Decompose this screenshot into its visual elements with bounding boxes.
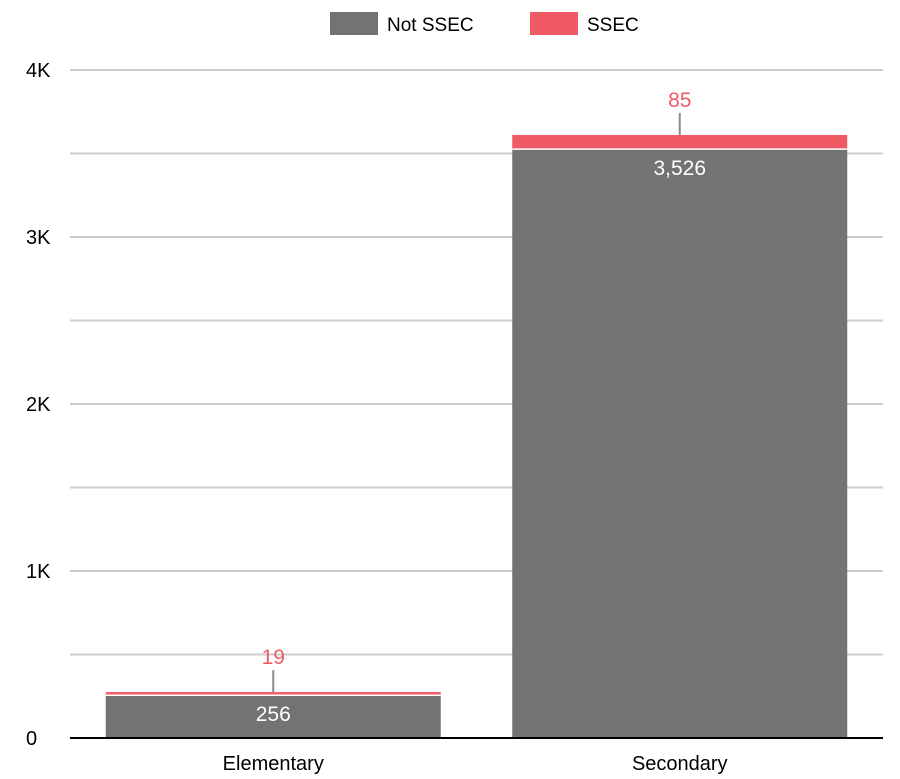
- data-label-not-ssec: 256: [256, 703, 291, 726]
- bar-not-ssec: [512, 149, 848, 738]
- legend-swatch: [530, 12, 578, 35]
- legend: Not SSEC SSEC: [330, 12, 639, 36]
- y-tick-label: 4K: [26, 60, 51, 82]
- data-label-not-ssec: 3,526: [653, 157, 706, 180]
- y-axis-ticks: 0 1K 2K 3K 4K: [26, 60, 51, 750]
- legend-label: SSEC: [587, 15, 639, 36]
- y-tick-label: 1K: [26, 561, 51, 583]
- bar-ssec: [512, 134, 848, 150]
- legend-label: Not SSEC: [387, 15, 474, 36]
- x-tick-label: Elementary: [223, 753, 324, 775]
- legend-swatch: [330, 12, 378, 35]
- y-tick-label: 3K: [26, 227, 51, 249]
- x-axis-ticks: Elementary Secondary: [223, 753, 728, 775]
- y-tick-label: 0: [26, 728, 37, 750]
- bar-ssec: [105, 692, 441, 696]
- x-tick-label: Secondary: [632, 753, 728, 775]
- gridlines: [70, 69, 883, 656]
- data-label-ssec: 85: [668, 89, 691, 112]
- data-label-ssec: 19: [262, 646, 285, 669]
- bar-not-ssec: [105, 695, 441, 738]
- data-labels: 256 19 3,526 85: [256, 89, 706, 726]
- y-tick-label: 2K: [26, 394, 51, 416]
- bars: [105, 134, 848, 738]
